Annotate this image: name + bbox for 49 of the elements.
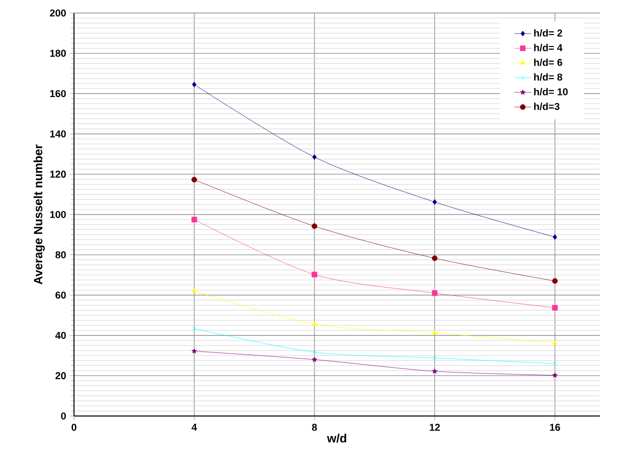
y-tick-label: 0 <box>61 412 66 420</box>
x-axis-title: w/d <box>327 434 346 443</box>
point <box>552 372 558 378</box>
point <box>432 330 438 334</box>
x-tick-label: 12 <box>430 424 440 431</box>
legend-label: h/d= 8 <box>534 73 562 81</box>
point <box>552 340 558 345</box>
point <box>432 255 438 262</box>
y-tick-label: 20 <box>55 372 66 380</box>
point <box>191 216 198 222</box>
point <box>432 199 437 205</box>
point <box>192 348 197 354</box>
point <box>312 350 316 354</box>
point <box>312 356 318 362</box>
y-tick-label: 140 <box>50 130 66 138</box>
x-tick-label: 16 <box>550 424 560 431</box>
y-tick-label: 40 <box>55 332 66 339</box>
y-tick-label: 120 <box>50 170 66 178</box>
point <box>192 82 196 88</box>
legend-label: h/d= 2 <box>534 29 562 37</box>
point <box>312 322 317 326</box>
point <box>552 278 558 284</box>
x-tick-label: 8 <box>312 424 317 431</box>
y-axis-title: Average Nusselt number <box>34 144 45 284</box>
x-tick-label: 4 <box>192 424 197 431</box>
y-tick-label: 160 <box>50 90 66 98</box>
y-tick-label: 80 <box>55 251 66 258</box>
point <box>432 290 438 296</box>
y-tick-label: 200 <box>50 9 66 17</box>
y-tick-label: 60 <box>56 292 66 299</box>
y-tick-label: 100 <box>50 210 66 218</box>
legend-label: h/d= 6 <box>534 58 562 66</box>
x-tick-label: 0 <box>72 424 76 431</box>
point <box>552 234 558 240</box>
point <box>432 368 438 374</box>
legend-label: h/d= 10 <box>534 88 568 96</box>
point <box>552 362 557 366</box>
point <box>312 272 318 278</box>
point <box>552 305 558 311</box>
point <box>191 176 198 182</box>
point <box>312 223 318 229</box>
point <box>312 154 317 160</box>
line-series <box>192 326 557 366</box>
point <box>432 356 437 360</box>
point <box>192 326 196 331</box>
legend-label: h/d= 4 <box>534 44 562 52</box>
y-tick-label: 180 <box>50 50 66 57</box>
point <box>192 288 197 293</box>
legend-label: h/d=3 <box>534 102 560 110</box>
